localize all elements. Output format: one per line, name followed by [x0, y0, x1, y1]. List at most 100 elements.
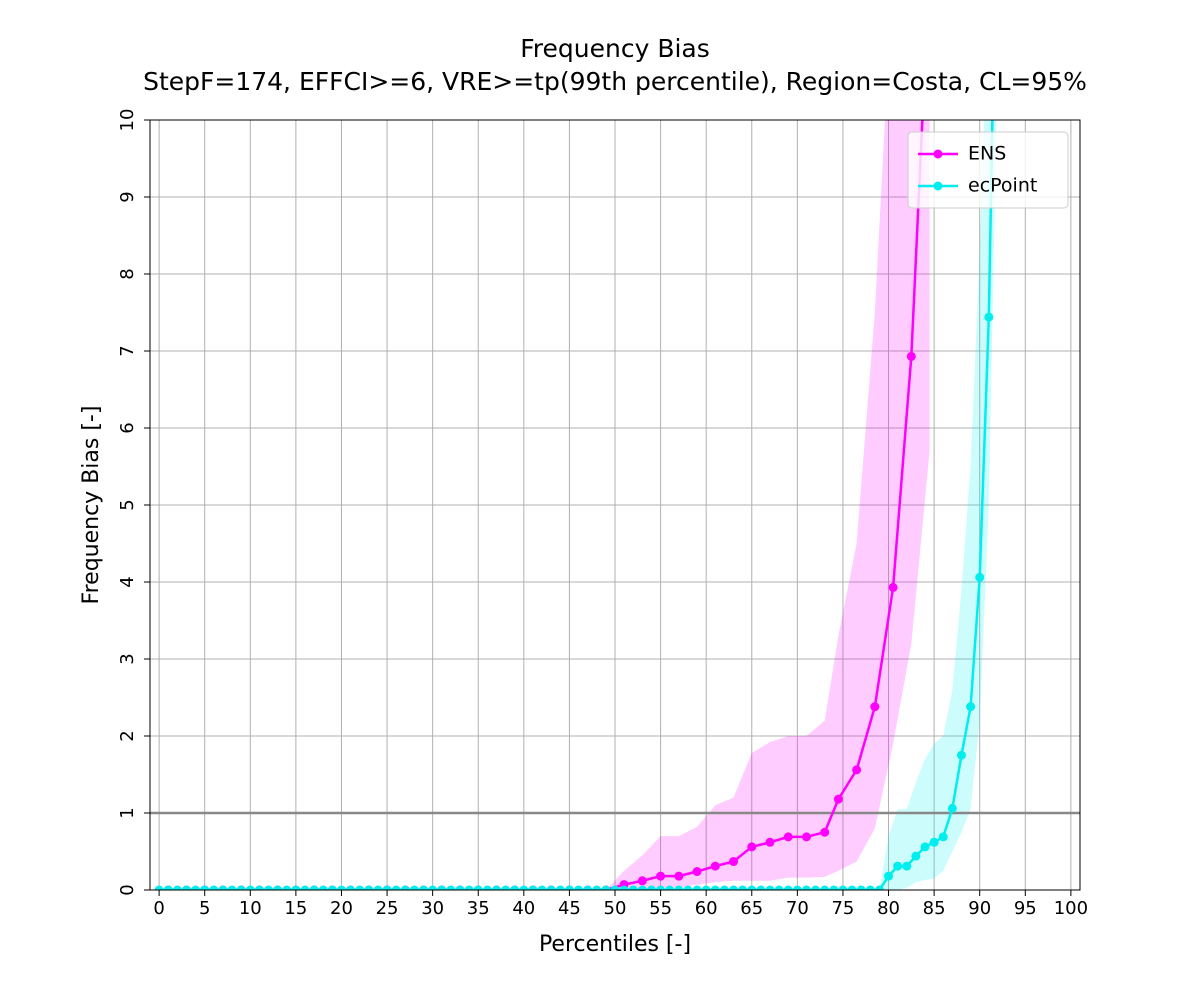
data-point: [473, 885, 483, 890]
confidence-band: [168, 120, 930, 890]
y-tick-label: 7: [117, 345, 138, 356]
data-point: [756, 885, 766, 890]
legend: ENS ecPoint: [907, 131, 1069, 209]
data-point: [710, 861, 720, 871]
data-point: [888, 582, 898, 592]
data-point: [820, 885, 830, 890]
data-point: [956, 750, 966, 760]
data-point: [646, 885, 656, 890]
y-tick-label: 6: [117, 422, 138, 433]
x-tick-label: 95: [1014, 898, 1037, 919]
data-point: [601, 885, 611, 890]
x-tick-label: 65: [740, 898, 763, 919]
data-point: [747, 885, 757, 890]
data-point: [464, 885, 474, 890]
data-point: [574, 885, 584, 890]
data-point: [692, 885, 702, 890]
data-point: [747, 842, 757, 852]
data-point: [683, 885, 693, 890]
legend-label: ecPoint: [968, 175, 1037, 197]
data-point: [382, 885, 392, 890]
data-point: [984, 312, 994, 322]
x-tick-label: 20: [330, 898, 353, 919]
data-point: [729, 857, 739, 867]
x-tick-label: 30: [421, 898, 444, 919]
data-point: [291, 885, 301, 890]
data-point: [209, 885, 219, 890]
data-point: [719, 885, 729, 890]
data-point: [610, 885, 620, 890]
y-tick-label: 0: [117, 884, 138, 895]
x-tick-label: 80: [877, 898, 900, 919]
data-point: [783, 885, 793, 890]
data-point: [765, 837, 775, 847]
data-point: [870, 702, 880, 712]
y-tick-label: 2: [117, 730, 138, 741]
x-tick-label: 10: [239, 898, 262, 919]
data-point: [428, 885, 438, 890]
data-point: [619, 885, 629, 890]
data-point: [528, 885, 538, 890]
data-point: [510, 885, 520, 890]
data-point: [191, 885, 201, 890]
data-point: [273, 885, 283, 890]
data-point: [893, 861, 903, 871]
data-point: [929, 837, 939, 847]
x-tick-label: 70: [786, 898, 809, 919]
data-point: [200, 885, 210, 890]
data-point: [811, 885, 821, 890]
data-point: [874, 885, 884, 890]
data-point: [729, 885, 739, 890]
data-point: [346, 885, 356, 890]
data-point: [920, 842, 930, 852]
data-point: [947, 803, 957, 813]
data-point: [455, 885, 465, 890]
data-point: [884, 871, 894, 881]
data-point: [628, 885, 638, 890]
data-point: [738, 885, 748, 890]
data-point: [583, 885, 593, 890]
data-point: [938, 832, 948, 842]
data-point: [911, 851, 921, 861]
y-tick-label: 9: [117, 191, 138, 202]
data-point: [902, 861, 912, 871]
data-point: [327, 885, 337, 890]
data-point: [546, 885, 556, 890]
x-tick-label: 40: [512, 898, 535, 919]
data-point: [373, 885, 383, 890]
data-point: [163, 885, 173, 890]
data-point: [245, 885, 255, 890]
data-point: [236, 885, 246, 890]
data-point: [501, 885, 511, 890]
x-tick-label: 50: [604, 898, 627, 919]
data-point: [801, 885, 811, 890]
data-point: [710, 885, 720, 890]
legend-label: ENS: [968, 143, 1006, 165]
data-point: [318, 885, 328, 890]
data-point: [774, 885, 784, 890]
data-point: [555, 885, 565, 890]
y-tick-label: 1: [117, 807, 138, 818]
data-point: [419, 885, 429, 890]
plot-frame: [149, 119, 1081, 891]
data-point: [701, 885, 711, 890]
data-point: [264, 885, 274, 890]
x-tick-label: 0: [153, 898, 164, 919]
data-point: [564, 885, 574, 890]
data-point: [364, 885, 374, 890]
y-tick-label: 3: [117, 653, 138, 664]
data-point: [181, 885, 191, 890]
x-tick-label: 75: [831, 898, 854, 919]
data-point: [218, 885, 228, 890]
x-tick-label: 100: [1054, 898, 1088, 919]
data-point: [154, 885, 164, 890]
x-tick-label: 15: [284, 898, 307, 919]
legend-box: [907, 131, 1069, 209]
y-tick-label: 8: [117, 268, 138, 279]
x-tick-label: 60: [695, 898, 718, 919]
data-point: [852, 765, 862, 775]
data-point: [309, 885, 319, 890]
data-point: [792, 885, 802, 890]
data-point: [437, 885, 447, 890]
